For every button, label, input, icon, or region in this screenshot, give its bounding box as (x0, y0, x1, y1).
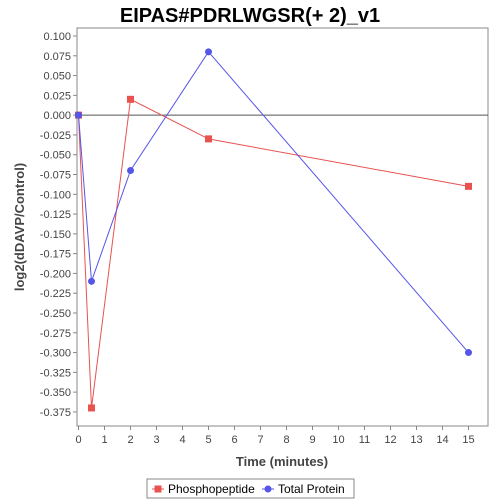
x-tick-label: 6 (231, 434, 237, 446)
x-tick-label: 4 (179, 434, 185, 446)
x-tick-label: 11 (359, 434, 370, 446)
y-tick-label: 0.100 (43, 31, 71, 43)
x-tick-label: 5 (205, 434, 211, 446)
y-tick-label: -0.025 (40, 130, 71, 142)
y-tick-label: -0.150 (40, 229, 71, 241)
phosphopeptide-legend-label: Phosphopeptide (168, 482, 255, 496)
x-tick-label: 12 (384, 434, 396, 446)
total-protein-point (465, 349, 472, 357)
total-protein-point (75, 111, 82, 119)
phosphopeptide-legend-marker (154, 485, 162, 493)
x-tick-label: 2 (127, 434, 133, 446)
x-tick-label: 13 (410, 434, 422, 446)
x-axis-label: Time (minutes) (236, 454, 328, 469)
plot-area (76, 27, 489, 427)
x-tick-label: 15 (462, 434, 474, 446)
x-tick-label: 0 (75, 434, 81, 446)
y-tick-label: 0.000 (43, 110, 71, 122)
series-layer (75, 48, 472, 412)
y-tick-label: 0.050 (43, 71, 71, 83)
legend: Phosphopeptide Total Protein (146, 478, 355, 499)
x-tick-label: 9 (309, 434, 315, 446)
y-tick-label: 0.025 (43, 90, 71, 102)
y-tick-label: -0.325 (40, 367, 71, 379)
y-tick-label: -0.275 (40, 328, 71, 340)
total-protein-point (88, 277, 95, 285)
legend-box (146, 478, 355, 499)
chart-title: EIPAS#PDRLWGSR(+ 2)_v1 (120, 5, 380, 27)
y-tick-label: -0.050 (40, 150, 71, 162)
y-tick-label: -0.125 (40, 209, 71, 221)
phosphopeptide-point (127, 95, 134, 103)
y-tick-label: 0.075 (43, 51, 71, 63)
y-tick-label: -0.200 (40, 268, 71, 280)
x-tick-label: 3 (153, 434, 159, 446)
y-tick-label: -0.250 (40, 308, 71, 320)
y-tick-label: -0.350 (40, 387, 71, 399)
x-tick-label: 8 (283, 434, 289, 446)
y-tick-label: -0.175 (40, 249, 71, 261)
x-axis: 0 1 2 3 4 5 6 7 8 9 10 11 12 13 14 15 (75, 426, 475, 446)
x-tick-label: 14 (436, 434, 448, 446)
x-tick-label: 7 (257, 434, 263, 446)
y-axis: 0.100 0.075 0.050 0.025 0.000 -0.025 -0.050 -0.… (40, 31, 77, 419)
y-tick-label: -0.100 (40, 189, 71, 201)
phosphopeptide-point (205, 135, 212, 143)
y-tick-label: -0.375 (40, 407, 71, 419)
y-tick-label: -0.225 (40, 288, 71, 300)
y-tick-label: -0.075 (40, 169, 71, 181)
y-axis-label: log2(dDAVP/Control) (12, 163, 27, 291)
total-protein-point (127, 167, 134, 175)
phosphopeptide-point (88, 404, 95, 412)
phosphopeptide-point (465, 182, 472, 190)
total-protein-legend-marker (264, 485, 272, 493)
total-protein-legend-label: Total Protein (278, 482, 345, 496)
y-tick-label: -0.300 (40, 348, 71, 360)
total-protein-point (205, 48, 212, 56)
x-tick-label: 1 (101, 434, 107, 446)
x-tick-label: 10 (332, 434, 344, 446)
